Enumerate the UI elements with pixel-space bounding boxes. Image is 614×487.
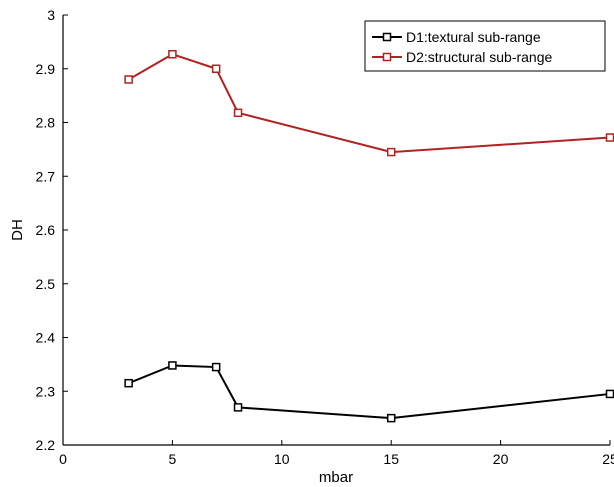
x-tick-label: 15 <box>383 451 399 467</box>
x-ticks: 0 5 10 15 20 25 <box>59 440 614 467</box>
x-tick-label: 20 <box>493 451 509 467</box>
legend-label-1: D1:textural sub-range <box>406 29 541 45</box>
legend-box <box>364 20 606 72</box>
y-tick-label: 2.5 <box>36 276 56 292</box>
y-tick-label: 3 <box>47 7 55 23</box>
plot-frame <box>62 15 610 446</box>
y-tick-label: 2.7 <box>36 168 56 184</box>
y-ticks: 2.2 2.3 2.4 2.5 2.6 2.7 2.8 2.9 3 <box>36 7 68 453</box>
series-2-point <box>124 75 133 84</box>
y-tick-label: 2.9 <box>36 61 56 77</box>
series-2-point <box>168 49 177 59</box>
y-tick-label: 2.4 <box>36 330 56 346</box>
series-1-point <box>605 389 614 399</box>
series-2-line <box>128 53 611 154</box>
y-tick-label: 2.6 <box>36 222 56 238</box>
series-2-point <box>233 108 243 118</box>
series-1-point <box>211 362 221 372</box>
series-2-point <box>605 133 614 142</box>
y-tick-label: 2.2 <box>36 437 56 453</box>
series-2-point <box>211 64 221 73</box>
series-layer <box>124 49 614 423</box>
legend-label-2: D2:structural sub-range <box>406 49 553 65</box>
series-1-point <box>168 361 177 370</box>
y-axis-title: DH <box>9 219 26 241</box>
x-tick-label: 5 <box>169 451 177 467</box>
legend-marker-2 <box>382 52 392 62</box>
series-1-point <box>124 378 133 388</box>
series-1-point <box>386 413 396 423</box>
x-tick-label: 10 <box>274 451 290 467</box>
legend-marker-1 <box>382 32 392 42</box>
x-tick-label: 0 <box>59 451 67 467</box>
x-axis-title: mbar <box>319 469 353 486</box>
y-tick-label: 2.3 <box>36 383 56 399</box>
y-tick-label: 2.8 <box>36 115 56 131</box>
series-2-point <box>386 147 396 157</box>
legend: D1:textural sub-range D2:structural sub-r… <box>364 20 606 72</box>
x-tick-label: 25 <box>602 451 614 467</box>
series-1-line <box>128 364 611 420</box>
series-1-point <box>233 403 243 412</box>
